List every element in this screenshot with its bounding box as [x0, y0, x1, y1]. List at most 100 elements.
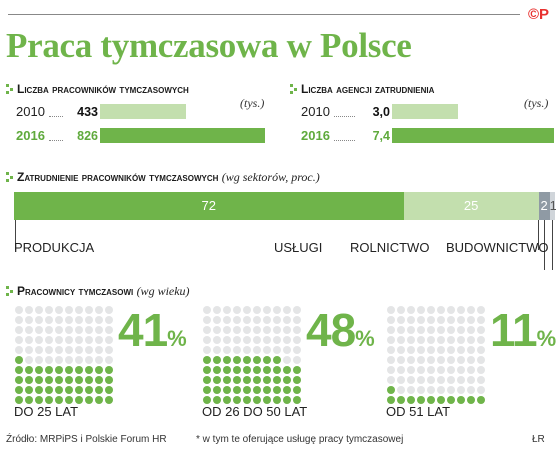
waffle-dot-filled — [397, 396, 405, 404]
waffle-dot-filled — [35, 376, 43, 384]
waffle-dot-empty — [15, 336, 23, 344]
waffle-dot-empty — [467, 376, 475, 384]
waffle-dot-filled — [263, 386, 271, 394]
waffle-dot-filled — [105, 366, 113, 374]
waffle-dot-empty — [243, 336, 251, 344]
waffle-dot-empty — [105, 316, 113, 324]
agencies-unit: (tys.) — [524, 96, 549, 110]
segment-value-label: 25 — [463, 198, 479, 213]
waffle-dot-empty — [273, 346, 281, 354]
top-rule — [8, 14, 520, 15]
waffle-dot-empty — [397, 386, 405, 394]
waffle-dot-filled — [387, 386, 395, 394]
waffle-dot-filled — [387, 396, 395, 404]
waffle-dot-filled — [293, 366, 301, 374]
leader-dots — [334, 140, 355, 141]
waffle-dot-empty — [25, 306, 33, 314]
waffle-dot-empty — [203, 326, 211, 334]
waffle-dot-empty — [75, 356, 83, 364]
waffle-dot-empty — [243, 316, 251, 324]
waffle-dot-filled — [203, 396, 211, 404]
waffle-dot-filled — [45, 386, 53, 394]
waffle-dot-empty — [213, 336, 221, 344]
waffle-dot-filled — [447, 396, 455, 404]
workers-section-title: Liczba pracowników tymczasowych — [17, 82, 189, 96]
section-marker-icon — [6, 172, 13, 182]
waffle-dot-empty — [477, 346, 485, 354]
waffle-dot-empty — [85, 306, 93, 314]
percentage-number: 11 — [490, 304, 538, 356]
waffle-dot-filled — [437, 396, 445, 404]
waffle-dot-empty — [273, 316, 281, 324]
waffle-dot-empty — [233, 336, 241, 344]
waffle-dot-empty — [457, 366, 465, 374]
waffle-dot-empty — [203, 316, 211, 324]
waffle-dot-empty — [407, 346, 415, 354]
waffle-dot-filled — [75, 396, 83, 404]
year-label: 2016 — [16, 128, 45, 143]
waffle-dot-filled — [25, 366, 33, 374]
waffle-dot-empty — [55, 316, 63, 324]
waffle-dot-empty — [25, 326, 33, 334]
waffle-dot-filled — [223, 366, 231, 374]
waffle-dot-filled — [283, 396, 291, 404]
waffle-dot-empty — [457, 326, 465, 334]
waffle-dot-filled — [263, 356, 271, 364]
waffle-dot-filled — [283, 366, 291, 374]
waffle-dot-empty — [437, 336, 445, 344]
waffle-dot-filled — [55, 396, 63, 404]
waffle-dot-empty — [213, 346, 221, 354]
waffle-dot-empty — [417, 366, 425, 374]
sector-title-note: (wg sektorów, proc.) — [221, 170, 320, 184]
waffle-dot-filled — [223, 386, 231, 394]
waffle-dot-filled — [45, 366, 53, 374]
waffle-dot-filled — [203, 366, 211, 374]
waffle-dot-filled — [25, 396, 33, 404]
waffle-dot-empty — [65, 346, 73, 354]
waffle-dot-empty — [417, 356, 425, 364]
waffle-dot-empty — [15, 316, 23, 324]
footer-footnote: * w tym te oferujące usługę pracy tymcza… — [196, 434, 404, 445]
waffle-dot-empty — [253, 326, 261, 334]
waffle-dot-empty — [55, 346, 63, 354]
waffle-dot-empty — [397, 346, 405, 354]
waffle-dot-empty — [75, 306, 83, 314]
waffle-dot-empty — [427, 386, 435, 394]
waffle-dot-filled — [65, 366, 73, 374]
waffle-dot-empty — [467, 326, 475, 334]
waffle-dot-empty — [243, 306, 251, 314]
waffle-dot-empty — [75, 326, 83, 334]
waffle-dot-filled — [253, 356, 261, 364]
age-title-note: (wg wieku) — [136, 284, 190, 298]
waffle-dot-empty — [427, 316, 435, 324]
waffle-dot-filled — [85, 386, 93, 394]
waffle-dot-empty — [35, 306, 43, 314]
waffle-dot-empty — [417, 326, 425, 334]
waffle-dot-empty — [437, 306, 445, 314]
waffle-dot-empty — [263, 346, 271, 354]
waffle-dot-empty — [477, 386, 485, 394]
waffle-dot-filled — [213, 386, 221, 394]
waffle-dot-empty — [35, 326, 43, 334]
waffle-dot-empty — [437, 346, 445, 354]
waffle-dot-empty — [253, 306, 261, 314]
segment-value-label: 1 — [549, 198, 556, 213]
waffle-dot-filled — [273, 356, 281, 364]
footer-source: Źródło: MRPiPS i Polskie Forum HR — [6, 434, 167, 445]
waffle-dot-filled — [203, 386, 211, 394]
section-marker-icon — [290, 84, 297, 94]
waffle-dot-filled — [233, 356, 241, 364]
waffle-dot-empty — [55, 306, 63, 314]
waffle-dot-filled — [65, 376, 73, 384]
waffle-dot-filled — [95, 366, 103, 374]
waffle-dot-filled — [75, 376, 83, 384]
leader-tick — [552, 220, 554, 270]
waffle-dot-empty — [293, 346, 301, 354]
waffle-dot-empty — [75, 346, 83, 354]
waffle-dot-empty — [467, 306, 475, 314]
waffle-dot-filled — [253, 366, 261, 374]
waffle-dot-filled — [263, 366, 271, 374]
leader-tick — [15, 220, 16, 250]
waffle-dot-empty — [387, 356, 395, 364]
waffle-dot-empty — [35, 336, 43, 344]
